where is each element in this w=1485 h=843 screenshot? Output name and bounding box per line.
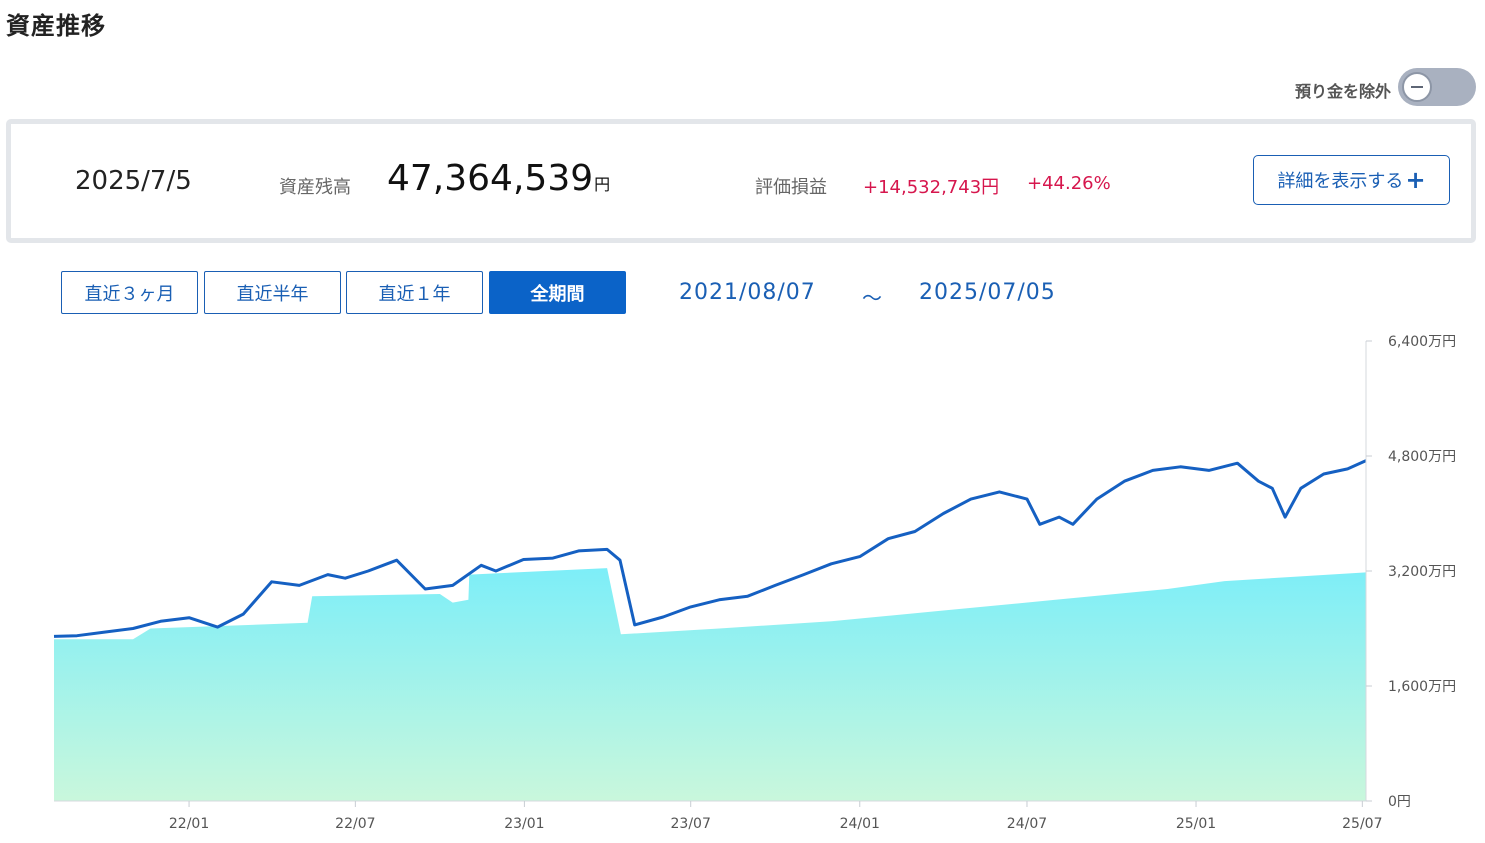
profit-loss-label: 評価損益 xyxy=(755,177,827,198)
range-start-date[interactable]: 2021/08/07 xyxy=(679,280,816,305)
x-tick-label: 22/01 xyxy=(169,816,209,832)
total-assets-line xyxy=(53,459,1367,638)
balance-value: 47,364,539円 xyxy=(387,158,610,199)
period-all-button[interactable]: 全期間 xyxy=(489,271,626,314)
y-tick-label: 3,200万円 xyxy=(1388,564,1456,580)
show-details-button[interactable]: 詳細を表示する + xyxy=(1253,155,1450,205)
x-tick-label: 24/07 xyxy=(1007,816,1047,832)
show-details-label: 詳細を表示する xyxy=(1277,171,1404,192)
range-end-date[interactable]: 2025/07/05 xyxy=(919,280,1056,305)
summary-date: 2025/7/5 xyxy=(75,166,192,196)
balance-amount: 47,364,539 xyxy=(387,158,594,199)
x-tick-label: 23/01 xyxy=(504,816,544,832)
profit-loss-amount: +14,532,743円 xyxy=(863,177,1000,198)
period-half-year-button[interactable]: 直近半年 xyxy=(204,271,341,314)
summary-panel: 2025/7/5 資産残高 47,364,539円 評価損益 +14,532,7… xyxy=(6,119,1476,243)
balance-unit: 円 xyxy=(594,175,611,194)
period-3-months-button[interactable]: 直近３ヶ月 xyxy=(61,271,198,314)
y-tick-label: 0円 xyxy=(1388,794,1411,810)
x-tick-label: 23/07 xyxy=(671,816,711,832)
chart-axes: 6,400万円 4,800万円 3,200万円 1,600万円 0円 22/01 22/07… xyxy=(54,334,1456,832)
deposit-area xyxy=(54,568,1366,801)
range-separator: ～ xyxy=(862,286,882,310)
y-tick-label: 1,600万円 xyxy=(1388,679,1456,695)
x-tick-label: 25/07 xyxy=(1342,816,1382,832)
x-tick-label: 25/01 xyxy=(1176,816,1216,832)
balance-label: 資産残高 xyxy=(279,177,351,198)
y-tick-label: 6,400万円 xyxy=(1388,334,1456,350)
period-1-year-button[interactable]: 直近１年 xyxy=(346,271,483,314)
plus-icon: + xyxy=(1405,166,1426,194)
total-assets-line-layer xyxy=(53,459,1367,638)
profit-loss-percent: +44.26% xyxy=(1027,173,1111,194)
minus-icon xyxy=(1402,72,1432,102)
page-title: 資産推移 xyxy=(6,12,106,40)
x-tick-label: 24/01 xyxy=(840,816,880,832)
exclude-deposits-toggle[interactable] xyxy=(1398,68,1476,106)
asset-history-chart: 6,400万円 4,800万円 3,200万円 1,600万円 0円 22/01 22/07… xyxy=(53,334,1456,832)
deposit-area-layer xyxy=(54,568,1366,801)
exclude-deposits-label: 預り金を除外 xyxy=(1294,82,1391,101)
y-tick-label: 4,800万円 xyxy=(1388,449,1456,465)
x-tick-label: 22/07 xyxy=(335,816,375,832)
